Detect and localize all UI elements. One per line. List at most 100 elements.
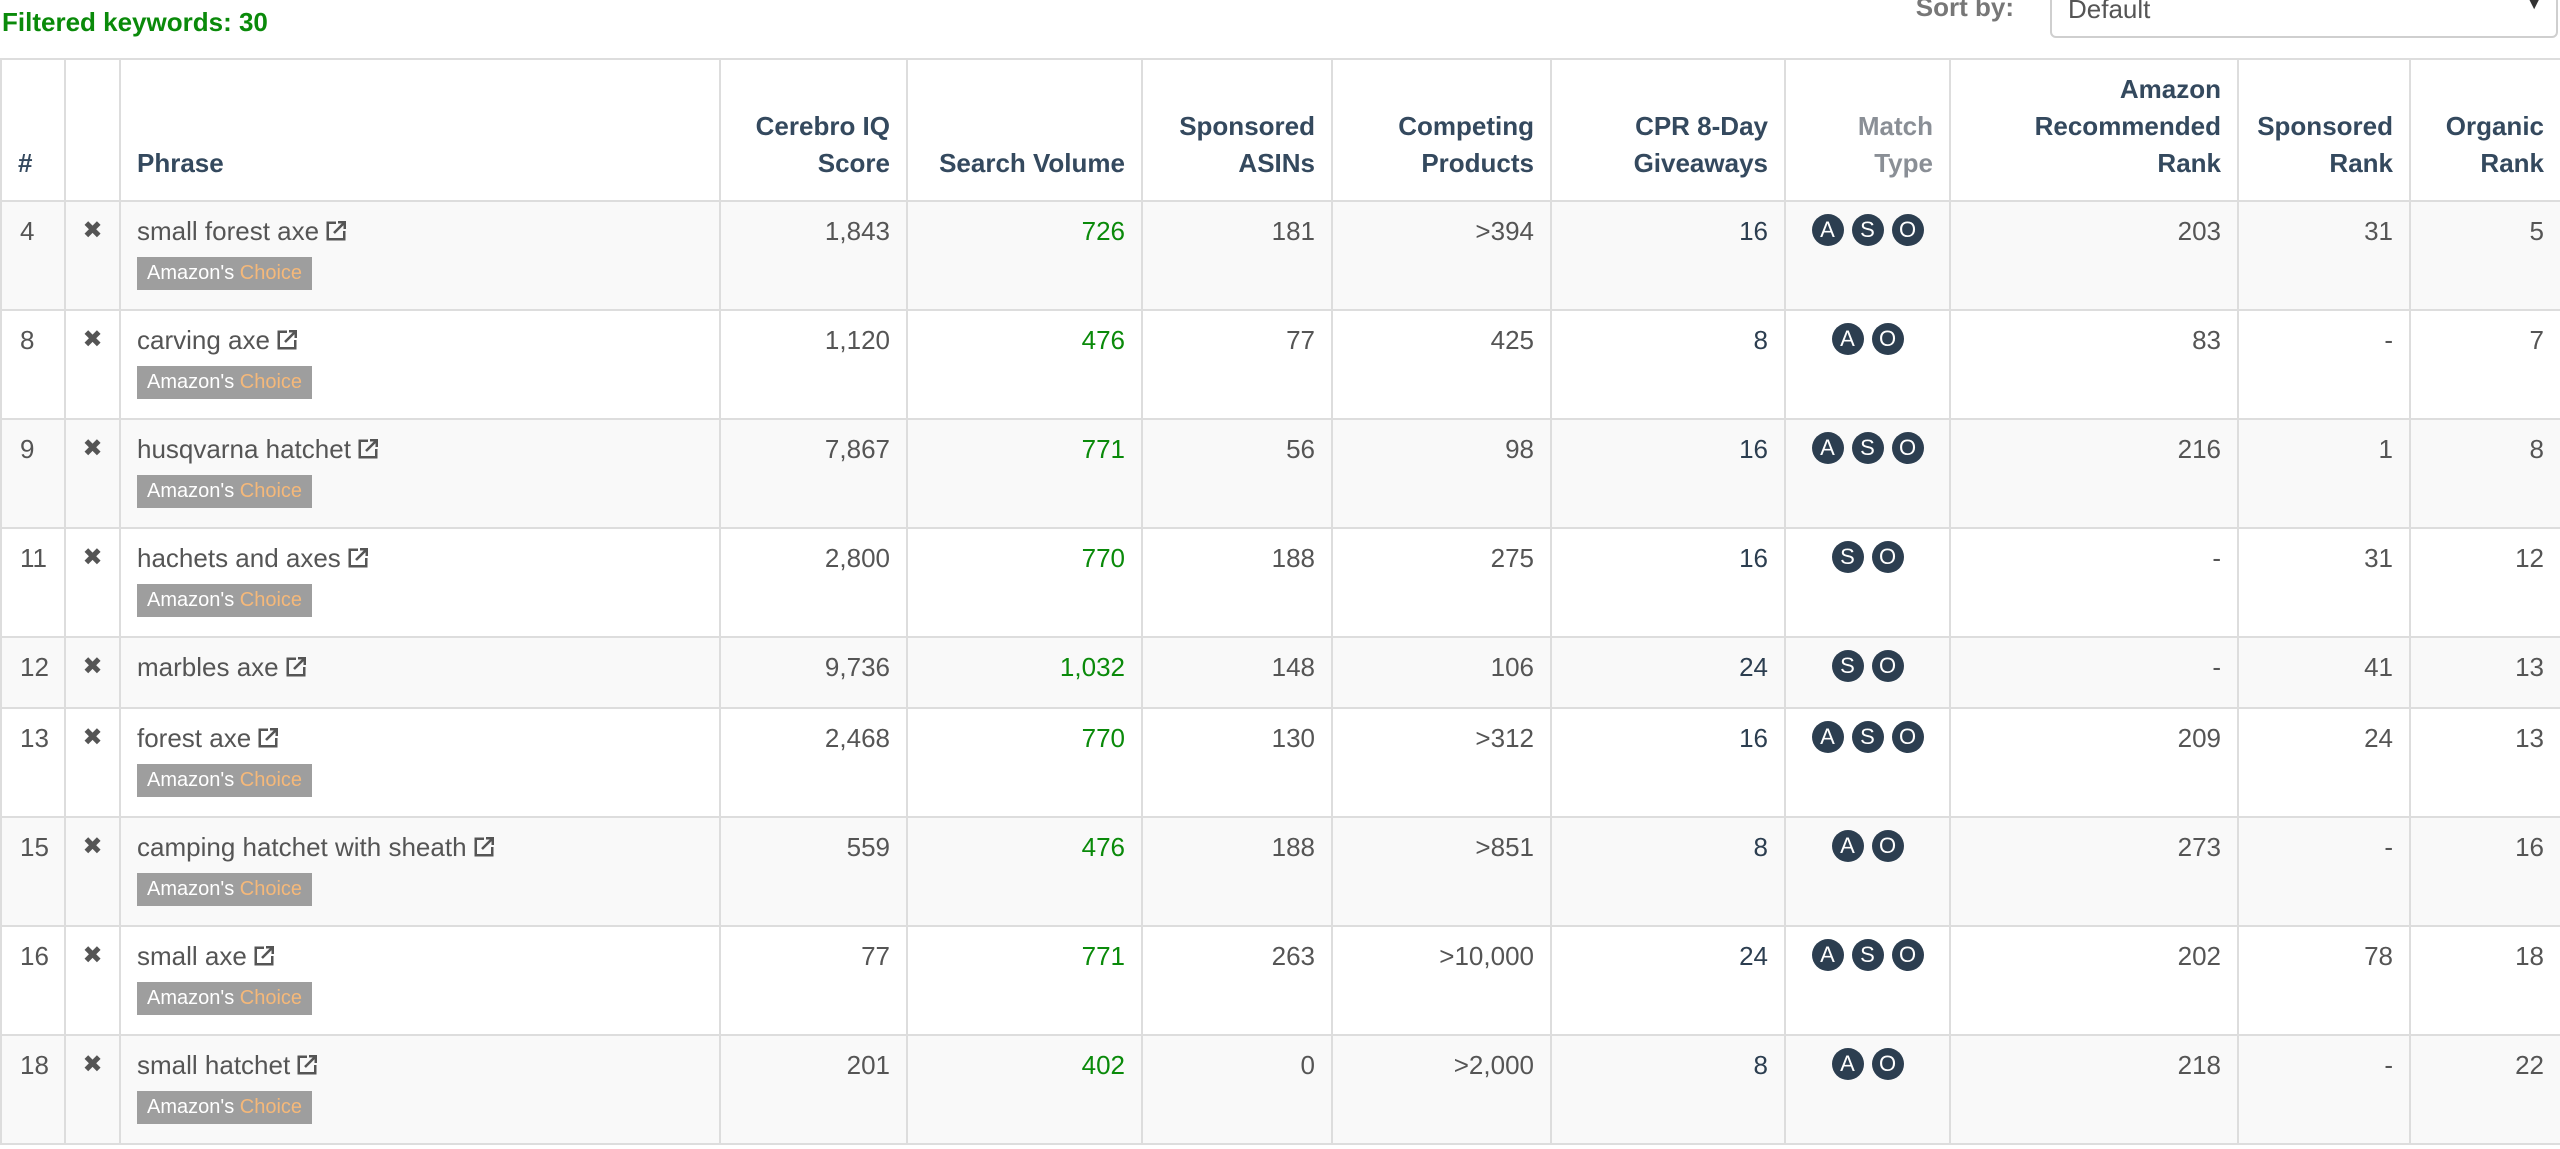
external-link-icon[interactable] [285,654,309,685]
external-link-icon[interactable] [296,1052,320,1083]
close-icon[interactable]: ✖ [82,217,103,244]
external-link-icon[interactable] [276,327,300,358]
match-type-s-icon: S [1851,721,1884,753]
sort-by-value: Default [2068,0,2151,24]
amazons-choice-badge: Amazon's Choice [137,982,313,1015]
close-icon[interactable]: ✖ [82,544,103,571]
sort-by-select[interactable]: Default ▼ [2050,0,2558,38]
remove-keyword-button[interactable]: ✖ [64,816,121,927]
sponsored-rank: - [2237,309,2411,420]
close-icon[interactable]: ✖ [82,833,103,860]
organic-rank: 5 [2409,200,2560,311]
search-volume: 402 [906,1034,1143,1145]
remove-keyword-button[interactable]: ✖ [64,309,121,420]
search-volume: 726 [906,200,1143,311]
col-header-cerebro-iq[interactable]: Cerebro IQ Score [719,58,908,202]
close-icon[interactable]: ✖ [82,653,103,680]
remove-keyword-button[interactable]: ✖ [64,527,121,638]
col-header-sponsored-asins[interactable]: Sponsored ASINs [1141,58,1333,202]
col-header-amazon-recommended-rank[interactable]: Amazon Recommended Rank [1949,58,2239,202]
row-index: 8 [0,309,66,420]
table-row: 16 ✖ small axe Amazon's Choice 77 771 263 >10,0… [0,925,2560,1036]
close-icon[interactable]: ✖ [82,942,103,969]
col-header-delete [64,58,121,202]
amazons-choice-badge: Amazon's Choice [137,475,313,508]
organic-rank: 12 [2409,527,2560,638]
sponsored-rank: 24 [2237,707,2411,818]
sponsored-asins: 148 [1141,636,1333,709]
external-link-icon[interactable] [257,725,281,756]
col-header-index[interactable]: # [0,58,66,202]
keywords-table: # Phrase Cerebro IQ Score Search Volume S… [0,58,2560,1145]
toolbar: Filtered keywords: 30 Sort by: Default ▼ [0,0,2560,58]
match-type-o-icon: O [1871,1048,1904,1080]
search-volume: 770 [906,527,1143,638]
cpr-giveaways: 16 [1550,418,1786,529]
external-link-icon[interactable] [253,943,277,974]
col-header-phrase[interactable]: Phrase [119,58,721,202]
search-volume: 770 [906,707,1143,818]
cpr-giveaways: 16 [1550,707,1786,818]
row-index: 11 [0,527,66,638]
remove-keyword-button[interactable]: ✖ [64,418,121,529]
external-link-icon[interactable] [357,436,381,467]
amazon-recommended-rank: 202 [1949,925,2239,1036]
external-link-icon[interactable] [325,218,349,249]
cpr-giveaways: 8 [1550,1034,1786,1145]
match-type-a-icon: A [1811,432,1844,464]
sponsored-asins: 56 [1141,418,1333,529]
row-index: 18 [0,1034,66,1145]
sponsored-rank: 31 [2237,527,2411,638]
external-link-icon[interactable] [347,545,371,576]
remove-keyword-button[interactable]: ✖ [64,636,121,709]
competing-products: >394 [1331,200,1552,311]
phrase-text: hachets and axes [137,543,341,573]
close-icon[interactable]: ✖ [82,326,103,353]
close-icon[interactable]: ✖ [82,1051,103,1078]
col-header-sponsored-rank[interactable]: Sponsored Rank [2237,58,2411,202]
match-type-a-icon: A [1831,1048,1864,1080]
col-header-cpr-giveaways[interactable]: CPR 8-Day Giveaways [1550,58,1786,202]
match-type-s-icon: S [1851,214,1884,246]
match-type-a-icon: A [1811,939,1844,971]
table-row: 15 ✖ camping hatchet with sheath Amazon's C… [0,816,2560,927]
match-type-o-icon: O [1891,432,1924,464]
remove-keyword-button[interactable]: ✖ [64,925,121,1036]
match-type-o-icon: O [1871,541,1904,573]
sponsored-rank: 1 [2237,418,2411,529]
close-icon[interactable]: ✖ [82,724,103,751]
phrase-cell: carving axe Amazon's Choice [119,309,721,420]
table-row: 9 ✖ husqvarna hatchet Amazon's Choice 7,867 7… [0,418,2560,529]
col-header-match-type: Match Type [1784,58,1951,202]
col-header-organic-rank[interactable]: Organic Rank [2409,58,2560,202]
remove-keyword-button[interactable]: ✖ [64,1034,121,1145]
phrase-cell: marbles axe [119,636,721,709]
sponsored-asins: 0 [1141,1034,1333,1145]
col-header-competing-products[interactable]: Competing Products [1331,58,1552,202]
match-type-a-icon: A [1831,323,1864,355]
sponsored-rank: - [2237,816,2411,927]
row-index: 13 [0,707,66,818]
cerebro-iq-score: 201 [719,1034,908,1145]
table-row: 8 ✖ carving axe Amazon's Choice 1,120 476 77 42… [0,309,2560,420]
table-row: 18 ✖ small hatchet Amazon's Choice 201 402 0 >2… [0,1034,2560,1145]
col-header-search-volume[interactable]: Search Volume [906,58,1143,202]
phrase-text: husqvarna hatchet [137,434,351,464]
external-link-icon[interactable] [473,834,497,865]
remove-keyword-button[interactable]: ✖ [64,200,121,311]
cpr-giveaways: 16 [1550,527,1786,638]
match-type-o-icon: O [1891,721,1924,753]
match-type-o-icon: O [1871,830,1904,862]
phrase-cell: hachets and axes Amazon's Choice [119,527,721,638]
cerebro-iq-score: 77 [719,925,908,1036]
close-icon[interactable]: ✖ [82,435,103,462]
cpr-giveaways: 16 [1550,200,1786,311]
remove-keyword-button[interactable]: ✖ [64,707,121,818]
sponsored-rank: 78 [2237,925,2411,1036]
organic-rank: 13 [2409,707,2560,818]
